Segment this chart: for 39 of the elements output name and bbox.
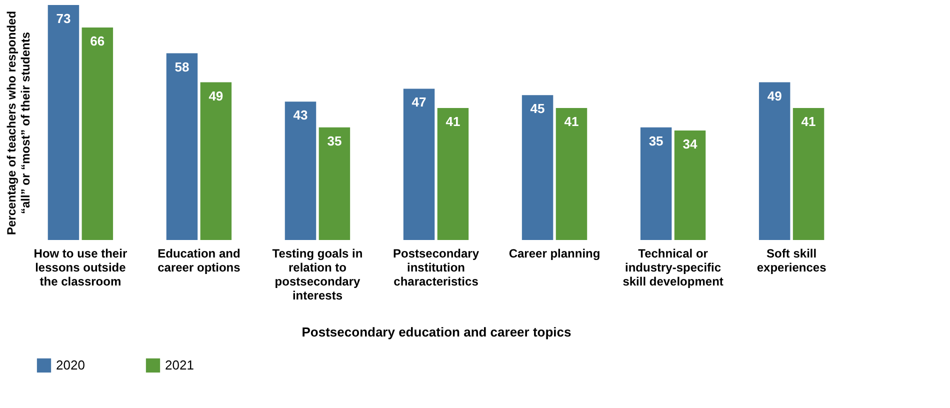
bar [437, 108, 469, 240]
x-tick-label: Postsecondary institution characteristics [392, 246, 480, 288]
bar [318, 127, 350, 240]
x-tick-label: Education and career options [158, 246, 241, 274]
x-tick-label: Testing goals in relation to postsecondary interests [272, 246, 363, 302]
data-label: 35 [327, 133, 342, 148]
bar [82, 28, 114, 240]
legend-label: 2021 [165, 357, 194, 372]
data-label: 73 [56, 11, 71, 26]
bar [640, 127, 672, 240]
x-tick-label: How to use their lessons outside the classroom [34, 246, 128, 288]
data-label: 45 [530, 101, 545, 116]
x-tick-label: Technical or industry-specific skill development [622, 246, 724, 288]
data-label: 35 [648, 133, 664, 148]
bar [674, 130, 706, 240]
data-label: 58 [174, 59, 190, 74]
x-tick-label: Career planning [508, 246, 600, 260]
bar [284, 102, 316, 240]
bar [48, 5, 80, 240]
bar [166, 53, 198, 240]
data-label: 41 [564, 114, 579, 130]
data-label: 49 [208, 88, 224, 104]
bar [556, 108, 588, 240]
x-axis-title: Postsecondary education and career topics [302, 324, 572, 340]
data-label: 49 [767, 88, 782, 104]
data-label: 41 [446, 114, 460, 130]
bar [200, 82, 232, 240]
legend-label: 2020 [56, 357, 85, 372]
data-label: 41 [801, 114, 816, 130]
y-axis-title: Percentage of teachers who responded “all” or “most” of their students [4, 10, 32, 236]
bar [403, 88, 435, 240]
x-tick-label: Soft skill experiences [756, 246, 827, 274]
data-label: 66 [90, 34, 105, 49]
bar [792, 108, 824, 240]
data-label: 43 [293, 108, 308, 123]
bar [758, 82, 790, 240]
data-label: 34 [682, 136, 698, 152]
data-label: 47 [412, 94, 426, 110]
bar [522, 95, 554, 240]
